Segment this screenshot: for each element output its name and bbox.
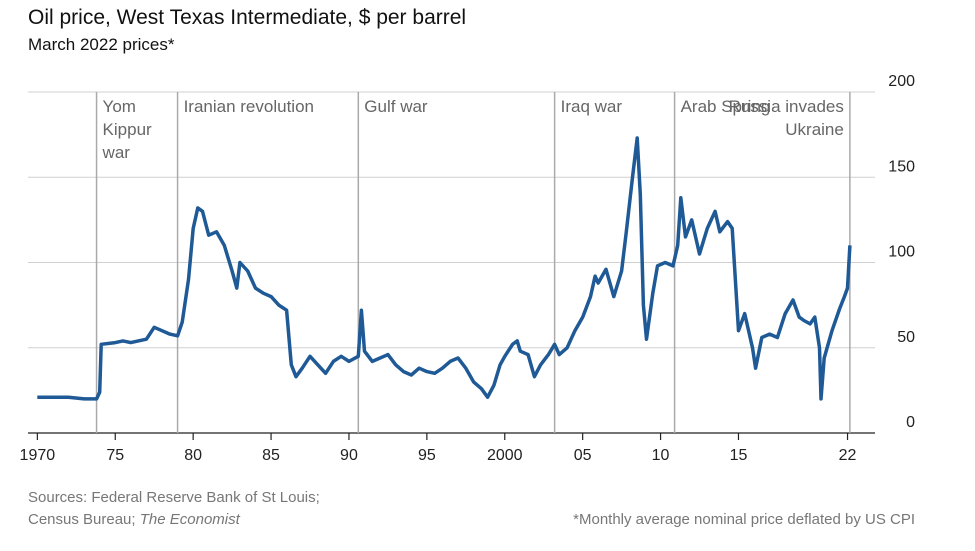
event-label: war bbox=[102, 143, 131, 162]
event-label: Iraq war bbox=[561, 97, 623, 116]
y-tick-label: 0 bbox=[906, 414, 915, 431]
source: Census Bureau; bbox=[28, 511, 136, 528]
event-label: Yom bbox=[103, 97, 136, 116]
event-label: Arab Spring bbox=[681, 97, 771, 116]
x-tick-label: 90 bbox=[340, 447, 358, 464]
x-tick-label: 1970 bbox=[20, 447, 56, 464]
y-tick-label: 50 bbox=[897, 329, 915, 346]
x-tick-label: 80 bbox=[184, 447, 202, 464]
event-label: Kippur bbox=[103, 120, 152, 139]
x-tick-label: 85 bbox=[262, 447, 280, 464]
x-tick-label: 10 bbox=[652, 447, 670, 464]
source: Census Bureau; The Economist bbox=[28, 511, 241, 528]
x-tick-label: 22 bbox=[839, 447, 857, 464]
x-tick-label: 75 bbox=[106, 447, 124, 464]
x-tick-label: 95 bbox=[418, 447, 436, 464]
event-label: Gulf war bbox=[364, 97, 428, 116]
price-line bbox=[37, 136, 852, 401]
x-tick-label: 05 bbox=[574, 447, 592, 464]
note: *Monthly average nominal price deflated … bbox=[573, 511, 915, 528]
source: The Economist bbox=[140, 511, 241, 528]
event-label: Iranian revolution bbox=[184, 97, 314, 116]
event-label: Ukraine bbox=[785, 120, 844, 139]
y-tick-label: 150 bbox=[888, 158, 915, 175]
y-tick-label: 200 bbox=[888, 73, 915, 90]
x-tick-label: 15 bbox=[730, 447, 748, 464]
chart-title: Oil price, West Texas Intermediate, $ pe… bbox=[28, 6, 466, 29]
source: Sources: Federal Reserve Bank of St Loui… bbox=[28, 489, 320, 506]
x-tick-label: 2000 bbox=[487, 447, 523, 464]
y-tick-label: 100 bbox=[888, 244, 915, 261]
event-label: Russia invades bbox=[729, 97, 844, 116]
chart-subtitle: March 2022 prices* bbox=[28, 35, 175, 54]
